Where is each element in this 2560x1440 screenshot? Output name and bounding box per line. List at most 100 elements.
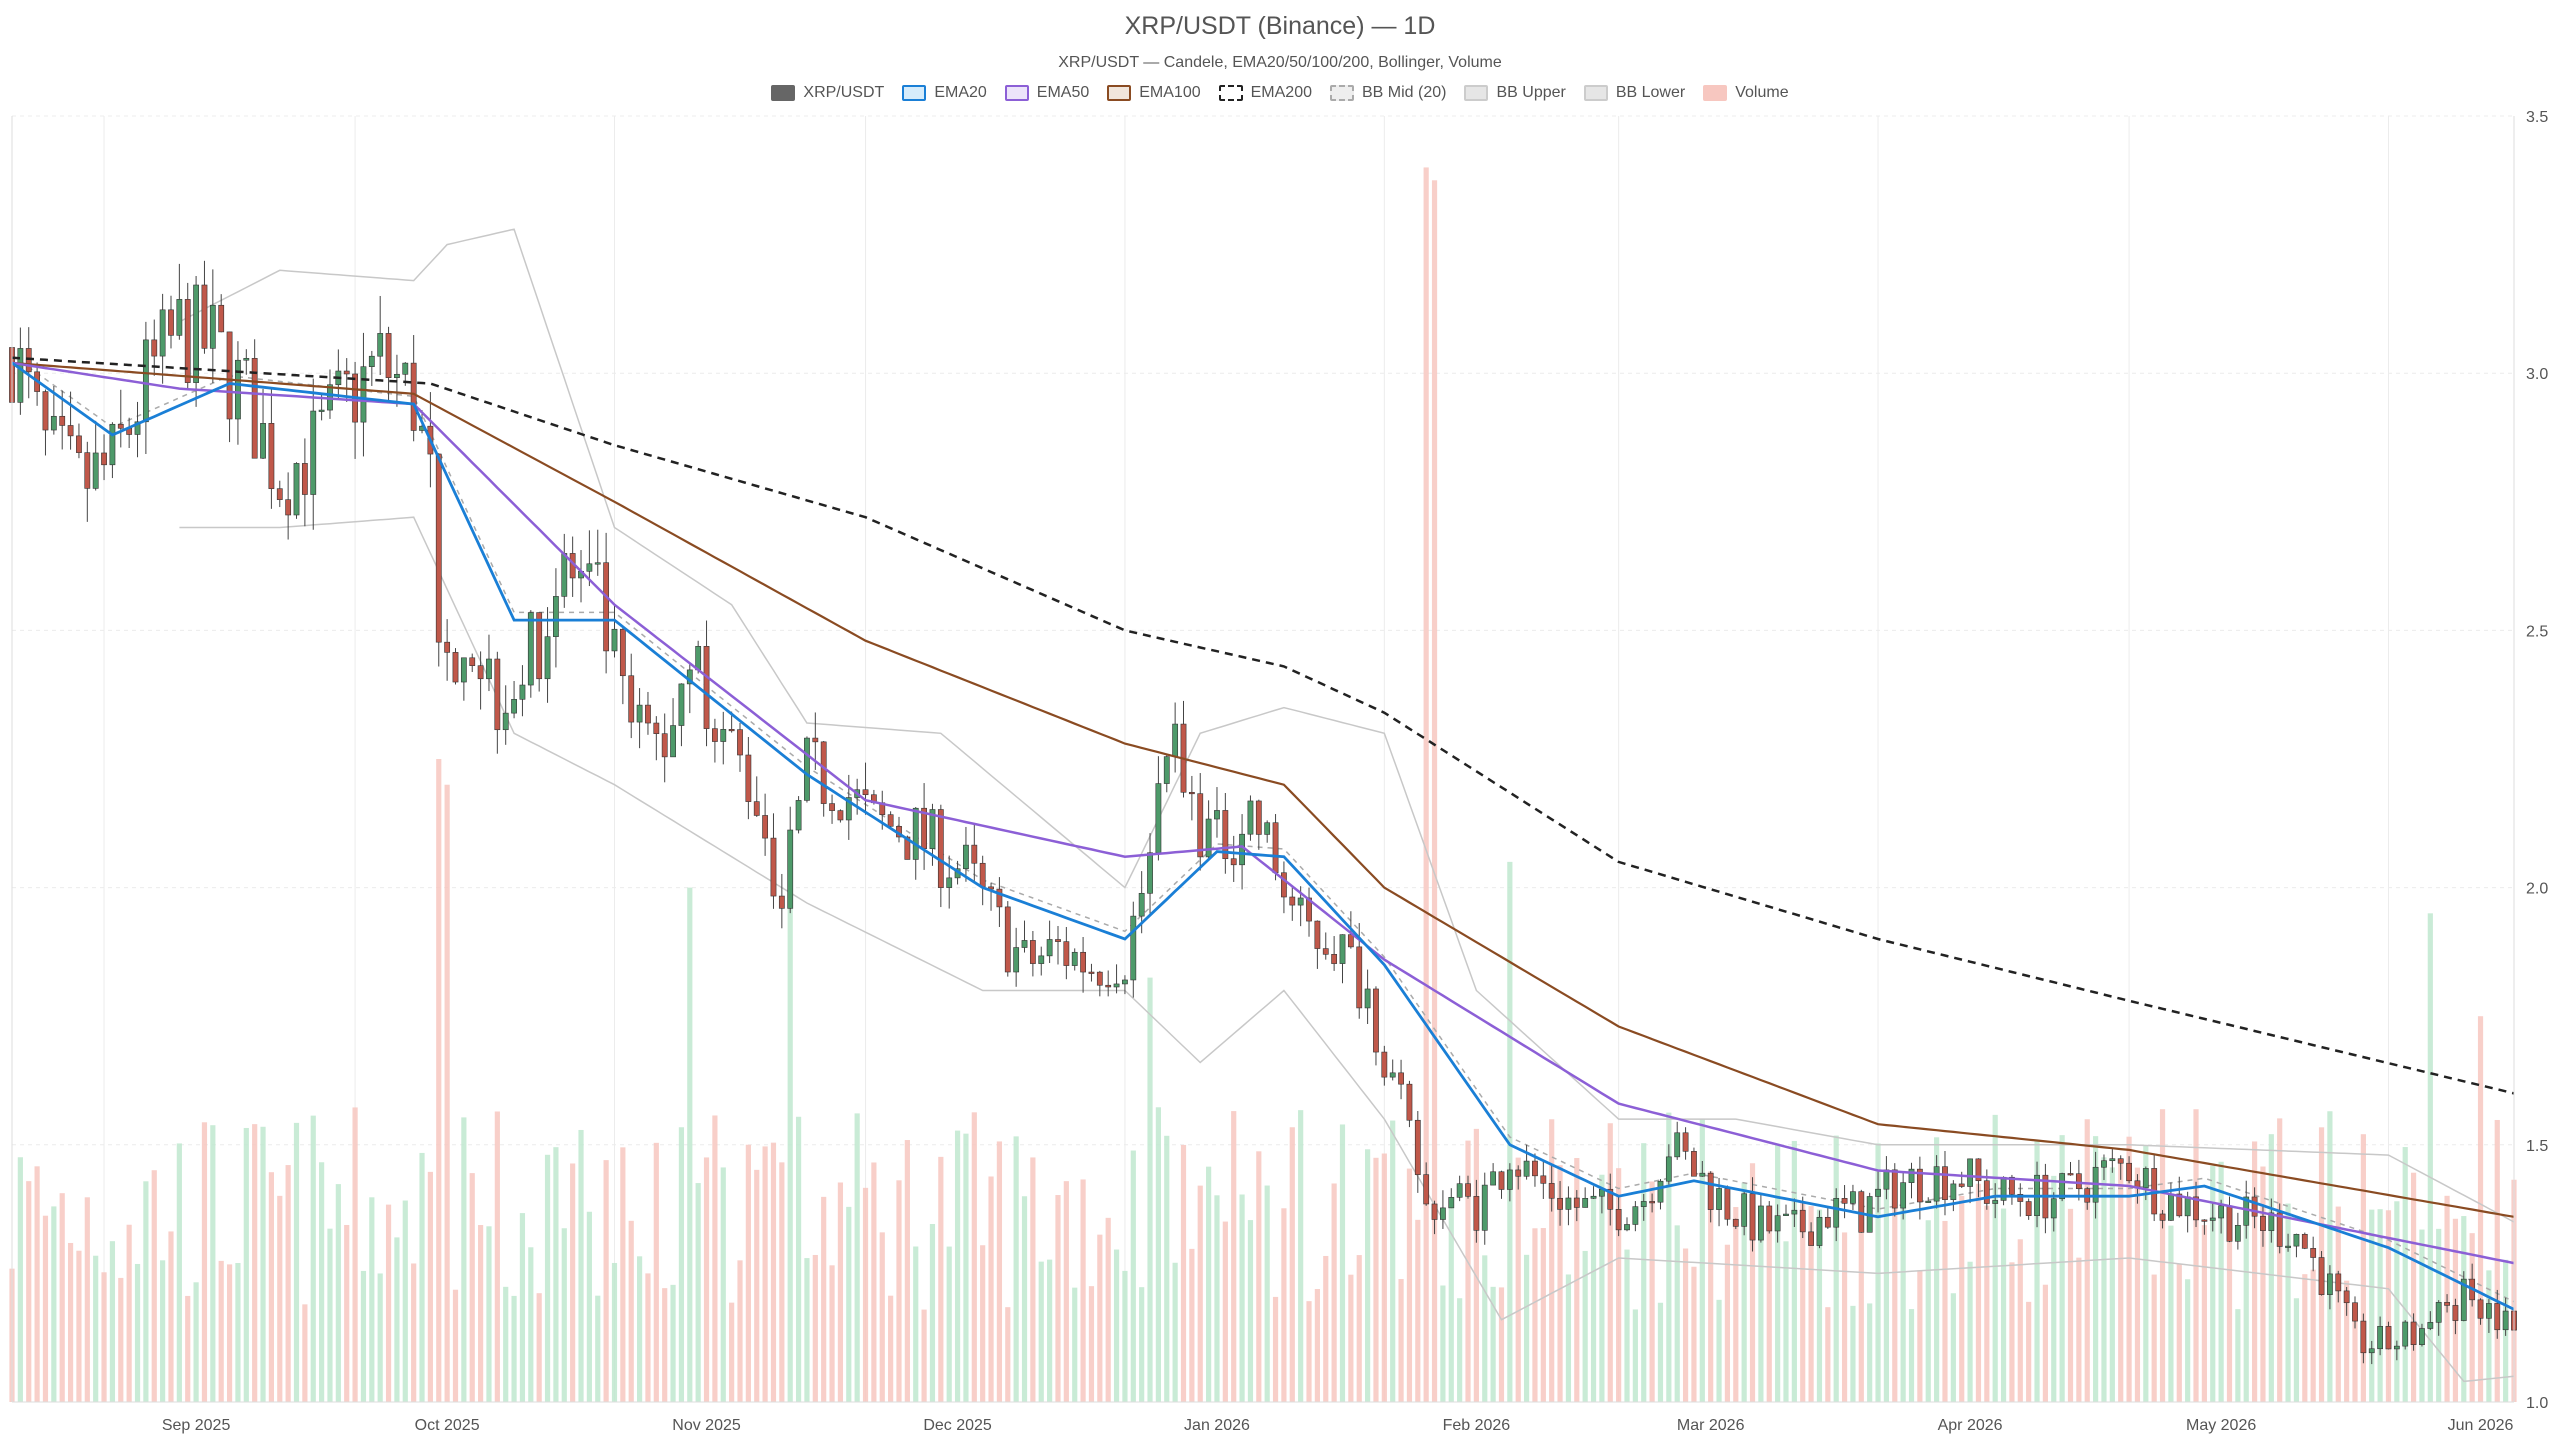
volume-bar: [653, 1142, 659, 1402]
volume-bar: [1490, 1286, 1496, 1402]
volume-bar: [729, 1302, 735, 1402]
volume-bar: [829, 1265, 835, 1402]
volume-bar: [1917, 1270, 1923, 1402]
volume-bar: [871, 1162, 877, 1402]
candle-body: [2159, 1213, 2166, 1221]
volume-bar: [360, 1270, 367, 1402]
volume-bar: [252, 1124, 258, 1402]
volume-bar: [2000, 1208, 2007, 1402]
volume-bar: [1557, 1165, 1563, 1402]
candle-body: [142, 339, 149, 423]
volume-bar: [536, 1293, 542, 1402]
volume-bar: [620, 1147, 626, 1402]
legend-swatch-ema20: [902, 85, 927, 101]
candle-body: [368, 355, 375, 367]
volume-bar: [946, 1246, 952, 1402]
volume-bar: [469, 1173, 475, 1402]
x-tick-label: Mar 2026: [1677, 1417, 1745, 1434]
candle-body: [1565, 1197, 1572, 1210]
volume-bar: [603, 1160, 609, 1402]
candle-body: [929, 809, 936, 849]
volume-bar: [2410, 1172, 2417, 1402]
volume-bar: [2285, 1203, 2291, 1402]
candle-body: [1456, 1183, 1463, 1198]
volume-layer: [9, 167, 2517, 1403]
y-tick-label: 3.0: [2526, 366, 2548, 383]
volume-bar: [2377, 1209, 2383, 1402]
candle-body: [1188, 791, 1195, 795]
volume-bar: [1858, 1193, 1864, 1402]
candle-body: [1448, 1197, 1455, 1209]
ema100-line: [11, 361, 2515, 1218]
volume-bar: [1883, 1184, 1890, 1402]
candle-body: [1105, 984, 1112, 988]
legend-item-ema200[interactable]: EMA200: [1218, 84, 1312, 102]
candle-body: [2184, 1196, 2191, 1217]
legend-item-bbupper[interactable]: BB Upper: [1464, 84, 1566, 102]
volume-bar: [888, 1295, 894, 1402]
candle-body: [2402, 1321, 2409, 1347]
candle-body: [50, 415, 57, 431]
volume-bar: [226, 1264, 233, 1402]
candle-body: [193, 284, 199, 383]
candle-body: [787, 829, 794, 909]
candle-body: [628, 675, 635, 723]
legend-item-ema20[interactable]: EMA20: [902, 84, 987, 102]
volume-bar: [176, 1143, 182, 1402]
volume-bar: [2051, 1175, 2057, 1402]
volume-bar: [478, 1225, 484, 1402]
candle-body: [2017, 1193, 2024, 1202]
candle-body: [661, 733, 668, 758]
volume-bar: [1942, 1220, 1948, 1402]
candle-body: [996, 888, 1003, 908]
candle-body: [402, 362, 409, 375]
candle-body: [1214, 810, 1220, 820]
legend-item-bblower[interactable]: BB Lower: [1583, 84, 1685, 102]
candle-body: [2209, 1217, 2216, 1221]
legend-item-price[interactable]: XRP/USDT: [771, 84, 884, 102]
volume-bar: [335, 1184, 341, 1402]
volume-bar: [2109, 1167, 2115, 1402]
volume-bar: [1582, 1250, 1588, 1402]
volume-bar: [921, 1309, 927, 1402]
legend-label-ema20: EMA20: [934, 84, 987, 101]
legend-item-ema100[interactable]: EMA100: [1107, 84, 1201, 102]
volume-bar: [2126, 1136, 2132, 1402]
candle-body: [151, 339, 158, 357]
candle-body: [1783, 1213, 1789, 1216]
volume-bar: [1147, 977, 1153, 1402]
legend-item-bbmid[interactable]: BB Mid (20): [1330, 84, 1446, 102]
x-tick-label: Feb 2026: [1443, 1417, 1511, 1434]
candle-body: [1096, 971, 1103, 986]
volume-bar: [2034, 1140, 2040, 1402]
candle-body: [770, 837, 777, 897]
legend-item-ema50[interactable]: EMA50: [1004, 84, 1089, 102]
volume-bar: [1682, 1248, 1689, 1402]
volume-bar: [904, 1140, 910, 1402]
volume-bar: [586, 1211, 592, 1402]
volume-bar: [544, 1154, 551, 1402]
candle-body: [1381, 1051, 1388, 1078]
candle-body: [1281, 872, 1287, 898]
legend-item-volume[interactable]: Volume: [1703, 84, 1789, 102]
volume-bar: [2402, 1147, 2408, 1402]
candle-body: [1757, 1205, 1764, 1241]
volume-bar: [2017, 1239, 2023, 1402]
volume-bar: [2486, 1270, 2492, 1402]
volume-bar: [1507, 861, 1513, 1402]
candle-body: [84, 452, 91, 489]
candle-body: [1004, 906, 1011, 973]
volume-bar: [1180, 1144, 1187, 1402]
candle-body: [1147, 852, 1153, 894]
candle-body: [1389, 1072, 1396, 1078]
volume-bar: [1348, 1274, 1354, 1402]
y-tick-label: 3.5: [2526, 109, 2548, 126]
candle-body: [1916, 1168, 1923, 1203]
volume-bar: [2260, 1166, 2266, 1402]
candle-body: [159, 309, 166, 357]
candle-body: [394, 374, 400, 378]
volume-bar: [1783, 1241, 1789, 1402]
candle-body: [1046, 939, 1053, 957]
candle-body: [1716, 1188, 1722, 1210]
volume-bar: [687, 887, 693, 1402]
